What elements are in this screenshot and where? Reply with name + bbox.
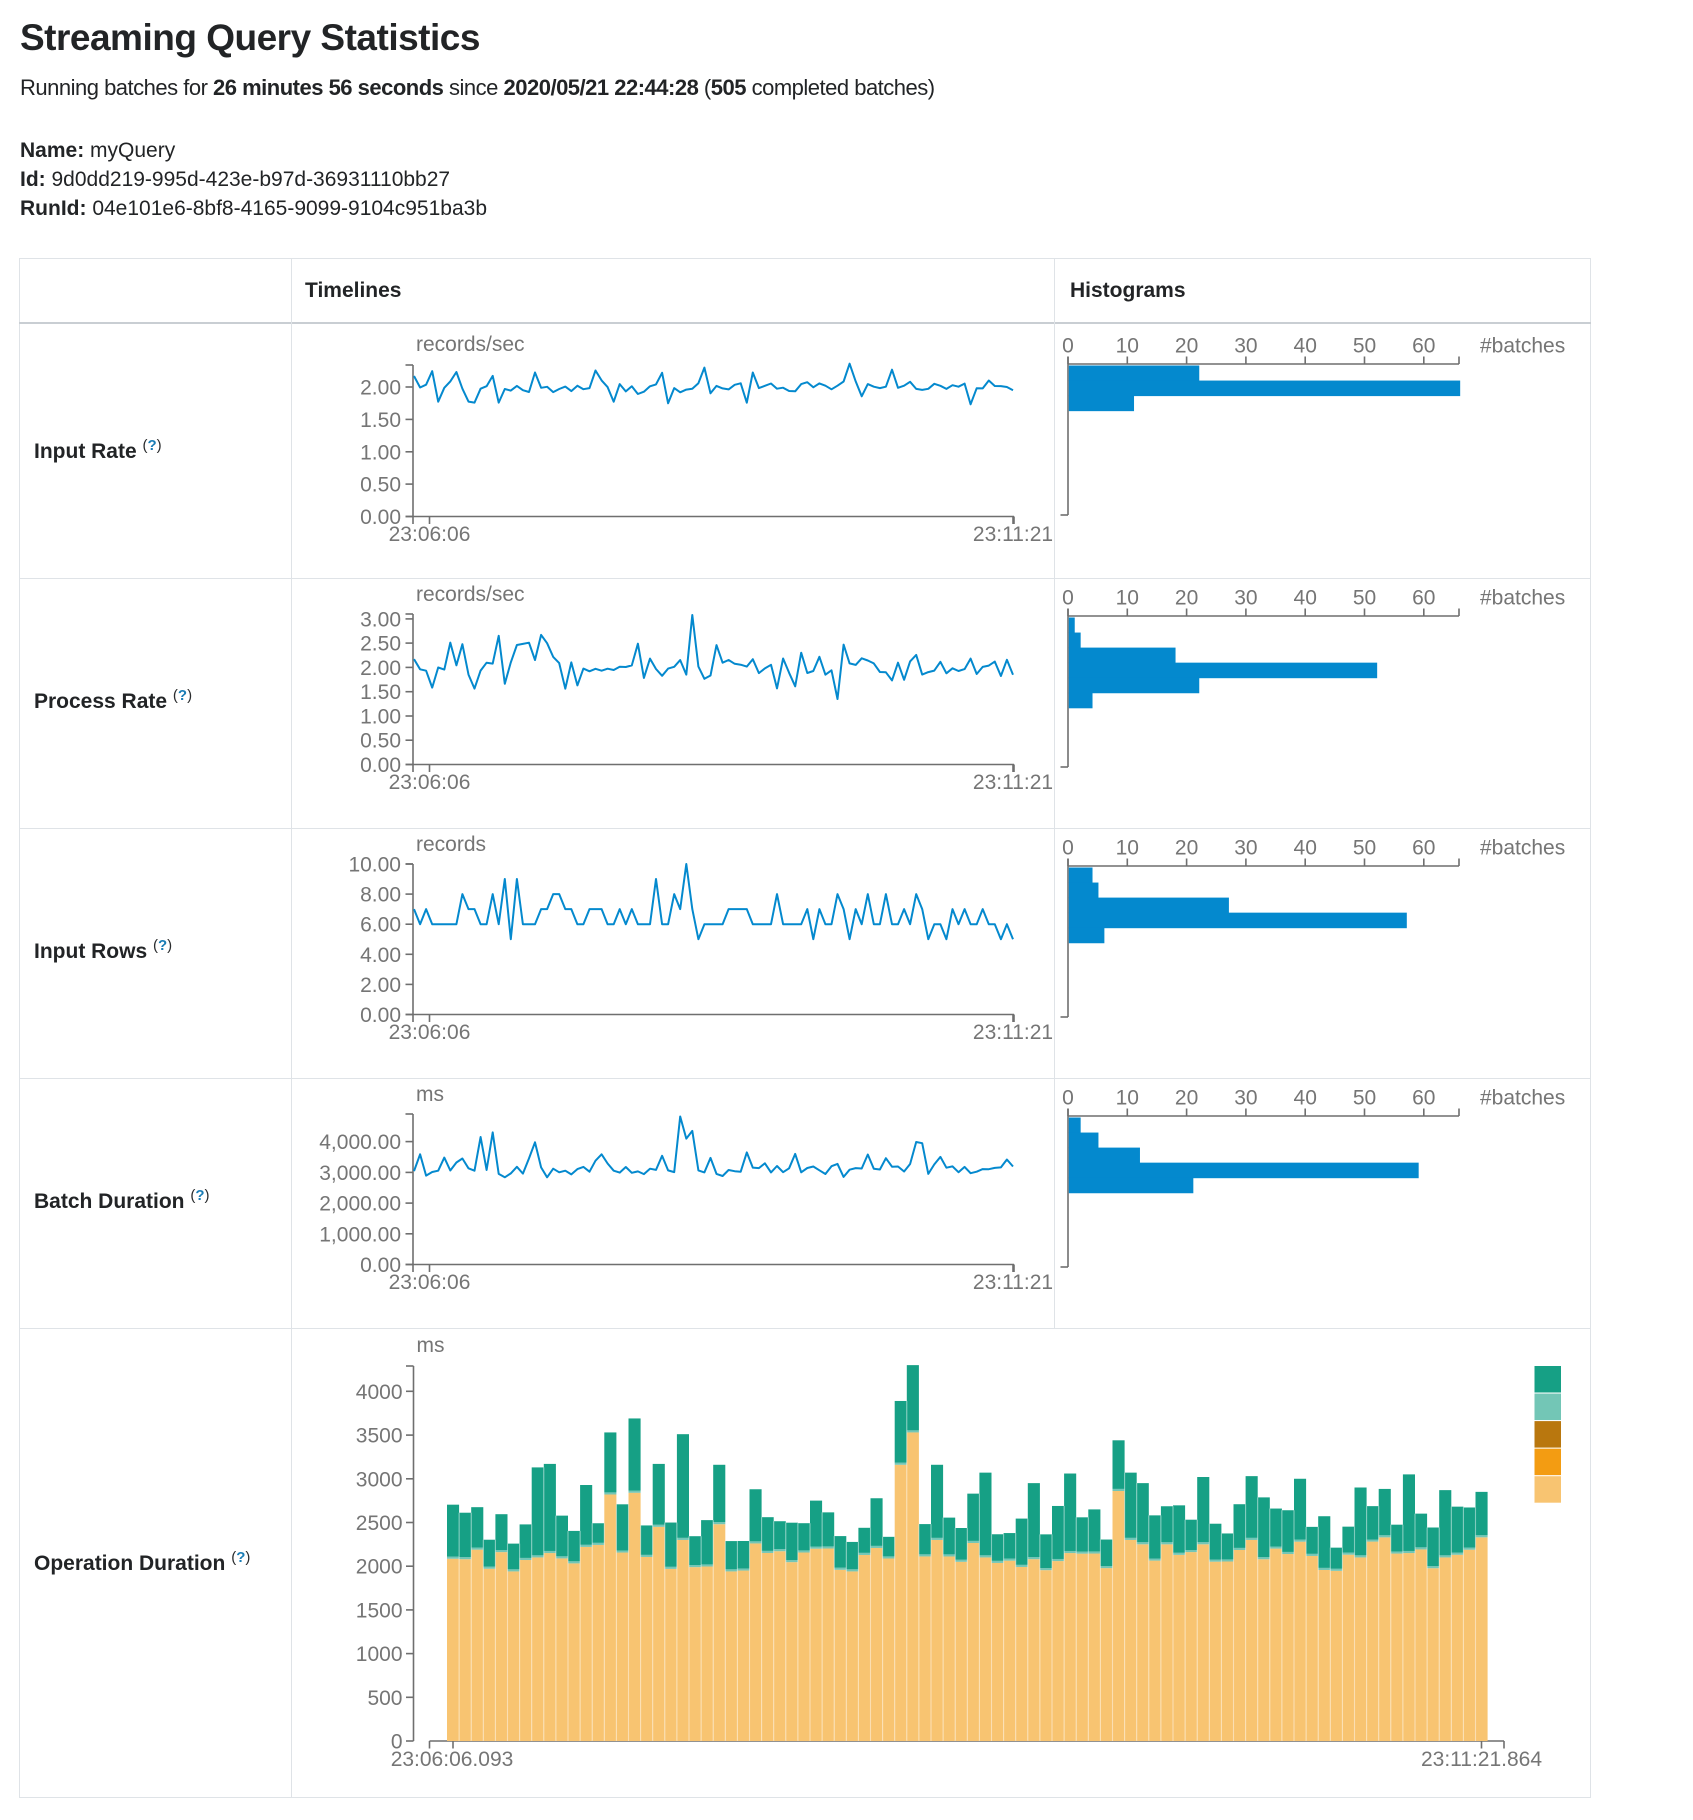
svg-text:30: 30 — [1234, 587, 1257, 610]
svg-text:50: 50 — [1353, 335, 1376, 358]
svg-text:1000: 1000 — [356, 1643, 403, 1666]
svg-text:4000: 4000 — [356, 1381, 403, 1404]
svg-text:23:11:21: 23:11:21 — [973, 523, 1053, 546]
svg-text:50: 50 — [1353, 1087, 1376, 1110]
svg-text:30: 30 — [1234, 1087, 1257, 1110]
svg-text:50: 50 — [1353, 837, 1376, 860]
svg-text:23:06:06.093: 23:06:06.093 — [391, 1748, 514, 1771]
svg-text:1.00: 1.00 — [360, 441, 401, 464]
svg-text:20: 20 — [1175, 1087, 1198, 1110]
svg-text:1500: 1500 — [356, 1599, 403, 1622]
svg-text:60: 60 — [1412, 587, 1435, 610]
svg-text:1.50: 1.50 — [360, 681, 401, 704]
svg-text:0.50: 0.50 — [360, 474, 401, 497]
svg-text:60: 60 — [1412, 335, 1435, 358]
svg-text:40: 40 — [1294, 335, 1317, 358]
svg-text:#batches: #batches — [1480, 335, 1565, 358]
svg-text:23:11:21: 23:11:21 — [973, 1271, 1053, 1294]
svg-text:#batches: #batches — [1480, 587, 1565, 610]
svg-text:40: 40 — [1294, 587, 1317, 610]
svg-text:2.00: 2.00 — [360, 974, 401, 997]
svg-text:2000: 2000 — [356, 1556, 403, 1579]
svg-text:0: 0 — [1062, 1087, 1074, 1110]
svg-text:20: 20 — [1175, 837, 1198, 860]
svg-text:23:06:06: 23:06:06 — [389, 1271, 471, 1294]
svg-text:3000: 3000 — [356, 1468, 403, 1491]
svg-text:20: 20 — [1175, 587, 1198, 610]
svg-text:0: 0 — [1062, 587, 1074, 610]
svg-text:60: 60 — [1412, 837, 1435, 860]
svg-text:40: 40 — [1294, 837, 1317, 860]
svg-text:0.00: 0.00 — [360, 506, 401, 529]
svg-text:23:11:21.864: 23:11:21.864 — [1421, 1748, 1542, 1771]
svg-text:2.00: 2.00 — [360, 657, 401, 680]
svg-text:3.00: 3.00 — [360, 608, 401, 631]
svg-text:23:06:06: 23:06:06 — [389, 771, 471, 794]
svg-text:8.00: 8.00 — [360, 884, 401, 907]
svg-text:2.50: 2.50 — [360, 633, 401, 656]
svg-text:60: 60 — [1412, 1087, 1435, 1110]
svg-text:6.00: 6.00 — [360, 914, 401, 937]
svg-text:3500: 3500 — [356, 1425, 403, 1448]
svg-text:23:11:21: 23:11:21 — [973, 771, 1053, 794]
svg-text:0.50: 0.50 — [360, 730, 401, 753]
svg-text:30: 30 — [1234, 335, 1257, 358]
svg-text:0: 0 — [391, 1731, 403, 1754]
svg-text:2.00: 2.00 — [360, 377, 401, 400]
svg-text:10.00: 10.00 — [348, 854, 401, 877]
svg-text:records/sec: records/sec — [416, 333, 525, 356]
svg-text:#batches: #batches — [1480, 1087, 1565, 1110]
svg-text:0.00: 0.00 — [360, 754, 401, 777]
svg-text:10: 10 — [1116, 335, 1139, 358]
svg-text:2,000.00: 2,000.00 — [319, 1193, 401, 1216]
svg-text:23:06:06: 23:06:06 — [389, 1021, 471, 1044]
svg-text:4,000.00: 4,000.00 — [319, 1131, 401, 1154]
svg-text:ms: ms — [416, 1083, 444, 1106]
svg-text:30: 30 — [1234, 837, 1257, 860]
svg-text:records: records — [416, 833, 486, 856]
svg-text:50: 50 — [1353, 587, 1376, 610]
svg-text:1.00: 1.00 — [360, 706, 401, 729]
svg-text:1.50: 1.50 — [360, 409, 401, 432]
svg-text:20: 20 — [1175, 335, 1198, 358]
svg-text:0: 0 — [1062, 335, 1074, 358]
svg-text:0.00: 0.00 — [360, 1254, 401, 1277]
svg-text:1,000.00: 1,000.00 — [319, 1223, 401, 1246]
svg-text:2500: 2500 — [356, 1512, 403, 1535]
svg-text:23:06:06: 23:06:06 — [389, 523, 471, 546]
svg-text:#batches: #batches — [1480, 837, 1565, 860]
svg-text:500: 500 — [367, 1687, 402, 1710]
svg-text:10: 10 — [1116, 587, 1139, 610]
svg-text:ms: ms — [417, 1334, 445, 1357]
svg-text:0.00: 0.00 — [360, 1004, 401, 1027]
svg-text:23:11:21: 23:11:21 — [973, 1021, 1053, 1044]
svg-text:0: 0 — [1062, 837, 1074, 860]
svg-text:4.00: 4.00 — [360, 944, 401, 967]
svg-text:records/sec: records/sec — [416, 583, 525, 606]
svg-text:10: 10 — [1116, 837, 1139, 860]
svg-text:10: 10 — [1116, 1087, 1139, 1110]
svg-text:40: 40 — [1294, 1087, 1317, 1110]
svg-text:3,000.00: 3,000.00 — [319, 1162, 401, 1185]
